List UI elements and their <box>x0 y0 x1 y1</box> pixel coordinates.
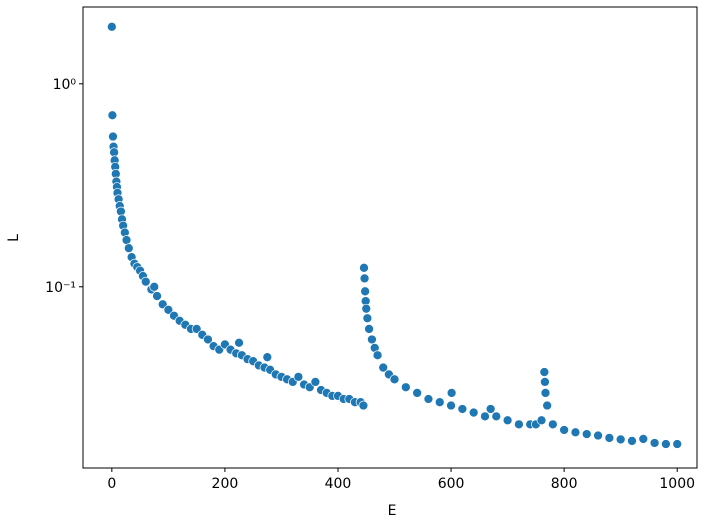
plot-frame <box>82 6 698 469</box>
x-tick-label: 400 <box>325 476 352 492</box>
point <box>570 427 581 438</box>
point <box>191 324 202 334</box>
point <box>446 388 457 398</box>
point <box>234 337 244 348</box>
x-tick-label: 1000 <box>659 476 695 492</box>
y-axis-label: L <box>6 234 22 242</box>
point <box>540 377 550 387</box>
point <box>539 367 550 377</box>
point <box>140 276 151 287</box>
point <box>149 281 160 292</box>
point <box>121 235 132 245</box>
point <box>502 415 513 426</box>
point <box>661 439 671 449</box>
y-tick-label: 10⁻¹ <box>45 280 76 296</box>
point <box>106 21 117 32</box>
point <box>361 303 372 314</box>
point <box>540 388 551 398</box>
point <box>378 362 389 373</box>
y-tick-label: 10⁰ <box>53 77 77 93</box>
point <box>423 394 434 404</box>
point <box>542 400 553 411</box>
point <box>203 334 213 345</box>
point <box>123 243 134 254</box>
point <box>358 400 369 411</box>
point <box>672 439 683 449</box>
point <box>581 429 592 439</box>
x-tick-label: 800 <box>551 476 578 492</box>
point <box>108 131 118 142</box>
point <box>593 430 603 441</box>
point <box>372 350 383 361</box>
point <box>468 407 479 418</box>
point <box>362 313 373 324</box>
point <box>547 419 558 430</box>
point <box>615 434 626 445</box>
point <box>649 438 660 448</box>
point <box>364 324 374 334</box>
point <box>446 400 456 411</box>
point <box>293 371 304 382</box>
point <box>359 262 369 273</box>
point <box>457 404 468 414</box>
point <box>310 377 321 387</box>
point <box>152 291 162 301</box>
point <box>107 110 118 121</box>
x-tick-label: 0 <box>107 476 116 492</box>
point <box>109 147 119 158</box>
point <box>536 415 547 426</box>
point <box>367 334 377 345</box>
point <box>480 411 490 422</box>
point <box>412 388 422 398</box>
point <box>491 411 502 422</box>
point <box>627 436 637 446</box>
x-tick-label: 600 <box>438 476 465 492</box>
point <box>638 434 649 444</box>
x-axis-label: E <box>388 503 397 519</box>
point <box>485 404 496 414</box>
point <box>400 382 411 393</box>
point <box>360 286 370 297</box>
point <box>604 433 615 443</box>
x-tick-label: 200 <box>212 476 239 492</box>
point <box>163 304 174 315</box>
point <box>434 397 445 408</box>
point <box>389 374 400 385</box>
point <box>559 425 569 435</box>
point <box>359 273 370 284</box>
point <box>514 419 524 430</box>
point <box>262 352 273 363</box>
